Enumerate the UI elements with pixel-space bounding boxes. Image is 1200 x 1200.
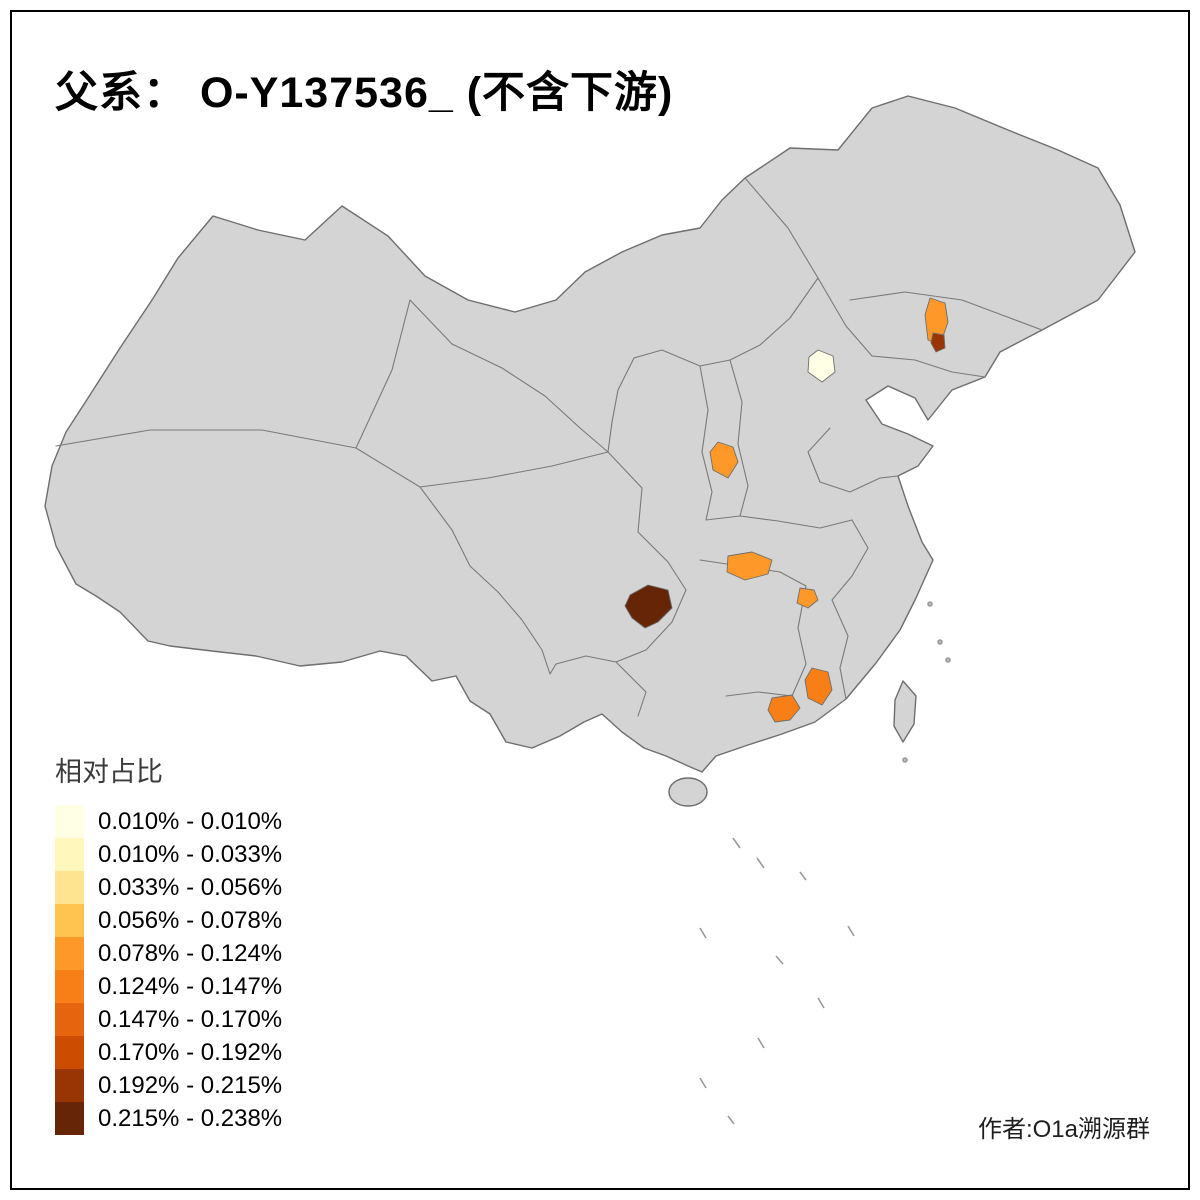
region-pearl-delta-area [767,694,801,723]
legend-swatch [55,904,84,937]
legend-swatch [55,1036,84,1069]
legend-label: 0.147% - 0.170% [98,1005,283,1033]
province-borders [55,177,1043,717]
legend-label: 0.192% - 0.215% [98,1071,283,1099]
legend-label: 0.215% - 0.238% [98,1104,283,1132]
legend-label: 0.056% - 0.078% [98,906,283,934]
legend-swatch [55,937,84,970]
legend-item: 0.010% - 0.033% [55,838,282,871]
region-guangdong-east-area [804,667,833,706]
legend-items: 0.010% - 0.010% 0.010% - 0.033% 0.033% - 0… [55,805,282,1135]
china-mainland-shape [44,95,1136,773]
legend-swatch [55,1069,84,1102]
legend-item: 0.192% - 0.215% [55,1069,282,1102]
legend-item: 0.170% - 0.192% [55,1036,282,1069]
legend-label: 0.010% - 0.033% [98,840,283,868]
legend-label: 0.170% - 0.192% [98,1038,283,1066]
region-liaoning-dark-spot [930,332,946,353]
figure-title: 父系： O-Y137536_ (不含下游) [55,69,674,117]
legend-swatch [55,1102,84,1135]
legend-swatch [55,970,84,1003]
legend-item: 0.010% - 0.010% [55,805,282,838]
legend-item: 0.056% - 0.078% [55,904,282,937]
legend-item: 0.215% - 0.238% [55,1102,282,1135]
legend-swatch [55,805,84,838]
legend: 相对占比 0.010% - 0.010% 0.010% - 0.033% 0.033… [55,750,282,1135]
legend-item: 0.033% - 0.056% [55,871,282,904]
hainan-island [668,777,708,807]
region-shaanxi-area [709,441,739,479]
legend-label: 0.033% - 0.056% [98,873,283,901]
region-hubei-west-area [726,551,773,581]
legend-label: 0.078% - 0.124% [98,939,283,967]
legend-label: 0.124% - 0.147% [98,972,283,1000]
legend-item: 0.124% - 0.147% [55,970,282,1003]
region-sichuan-chongqing-area [624,584,673,629]
legend-title: 相对占比 [55,757,163,787]
region-beijing-area [807,349,836,383]
author-credit: 作者:O1a溯源群 [977,1116,1150,1143]
legend-swatch [55,838,84,871]
region-hunan-east-area [796,587,819,609]
taiwan-island [893,680,917,743]
legend-item: 0.078% - 0.124% [55,937,282,970]
legend-label: 0.010% - 0.010% [98,807,283,835]
legend-swatch [55,871,84,904]
legend-item: 0.147% - 0.170% [55,1003,282,1036]
sea-islands-dashes [699,601,951,1125]
legend-swatch [55,1003,84,1036]
